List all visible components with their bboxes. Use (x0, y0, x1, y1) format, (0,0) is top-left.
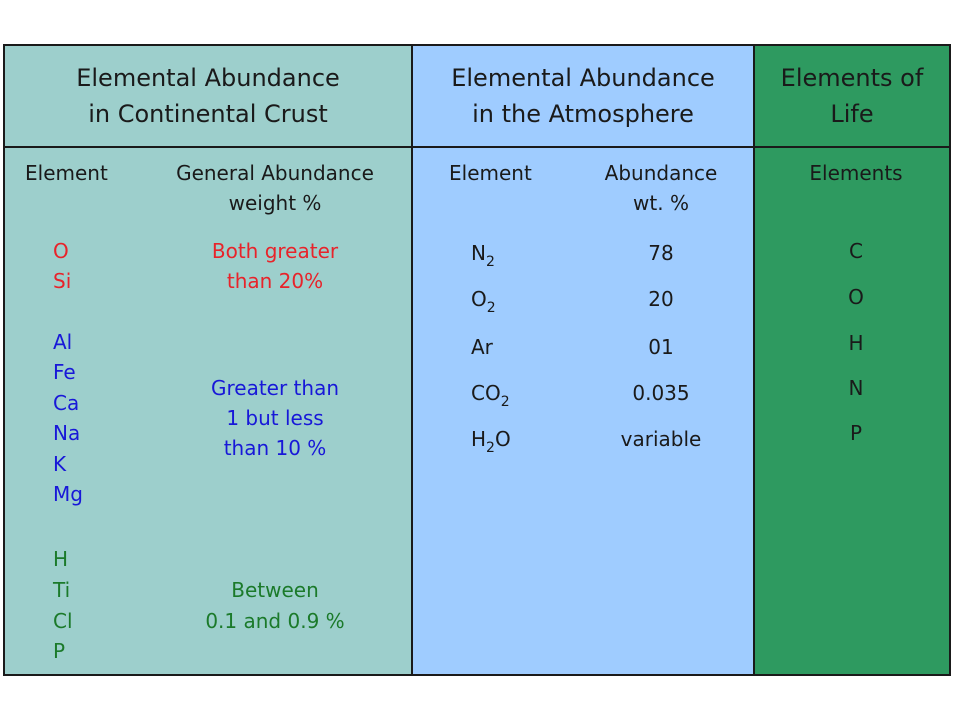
crust-element: K (53, 452, 67, 476)
gas-formula: CO2 (471, 381, 510, 410)
crust-element: Si (53, 269, 72, 293)
crust-header: Elemental Abundance in Continental Crust (5, 46, 411, 148)
crust-element: Mg (53, 482, 83, 506)
crust-title-line1: Elemental Abundance (76, 64, 340, 92)
crust-abundance-text: Between (231, 578, 319, 602)
atmosphere-col-element: Element (449, 161, 532, 185)
crust-element: Ca (53, 391, 80, 415)
crust-element: Cl (53, 609, 73, 633)
crust-element: Na (53, 421, 81, 445)
life-element: P (849, 421, 863, 445)
gas-formula: N2 (471, 241, 495, 270)
life-column: Elements of Life Elements C O H N P (755, 46, 949, 674)
gas-abundance: 0.035 (632, 381, 690, 405)
life-col-elements: Elements (809, 161, 903, 185)
gas-abundance: variable (620, 427, 702, 451)
crust-element: Al (53, 330, 73, 354)
life-title-line2: Life (830, 100, 874, 128)
crust-abundance-text: 1 but less (226, 406, 324, 430)
crust-abundance-text: Greater than (210, 376, 340, 400)
crust-col-abundance-line1: General Abundance (176, 161, 374, 185)
crust-abundance-text: than 10 % (223, 436, 327, 460)
atmosphere-col-abundance-line1: Abundance (604, 161, 718, 185)
atmosphere-header: Elemental Abundance in the Atmosphere (413, 46, 753, 148)
life-element: O (848, 285, 864, 309)
life-title-line1: Elements of (780, 64, 924, 92)
crust-abundance-text: Both greater (211, 239, 339, 263)
gas-abundance: 78 (648, 241, 674, 265)
crust-element: H (53, 547, 69, 571)
gas-abundance: 20 (648, 287, 674, 311)
abundance-table: Elemental Abundance in Continental Crust… (3, 44, 951, 676)
life-header: Elements of Life (755, 46, 949, 148)
crust-column: Elemental Abundance in Continental Crust… (5, 46, 413, 674)
crust-title-line2: in Continental Crust (88, 100, 328, 128)
atmosphere-title-line1: Elemental Abundance (451, 64, 715, 92)
gas-formula: O2 (471, 287, 496, 316)
life-element: H (848, 331, 864, 355)
life-element: C (849, 239, 863, 263)
atmosphere-title-line2: in the Atmosphere (472, 100, 694, 128)
crust-element: Ti (53, 578, 71, 602)
atmosphere-col-abundance-line2: wt. % (633, 191, 689, 215)
crust-element: Fe (53, 360, 76, 384)
crust-abundance-text: 0.1 and 0.9 % (205, 609, 345, 633)
gas-abundance: 01 (648, 335, 674, 359)
atmosphere-column: Elemental Abundance in the Atmosphere El… (413, 46, 755, 674)
crust-abundance-text: than 20% (226, 269, 324, 293)
crust-col-element: Element (25, 161, 108, 185)
crust-col-abundance-line2: weight % (228, 191, 322, 215)
gas-formula: Ar (471, 335, 493, 359)
life-element: N (848, 376, 864, 400)
crust-element: P (53, 639, 66, 663)
crust-element: O (53, 239, 69, 263)
gas-formula: H2O (471, 427, 511, 456)
